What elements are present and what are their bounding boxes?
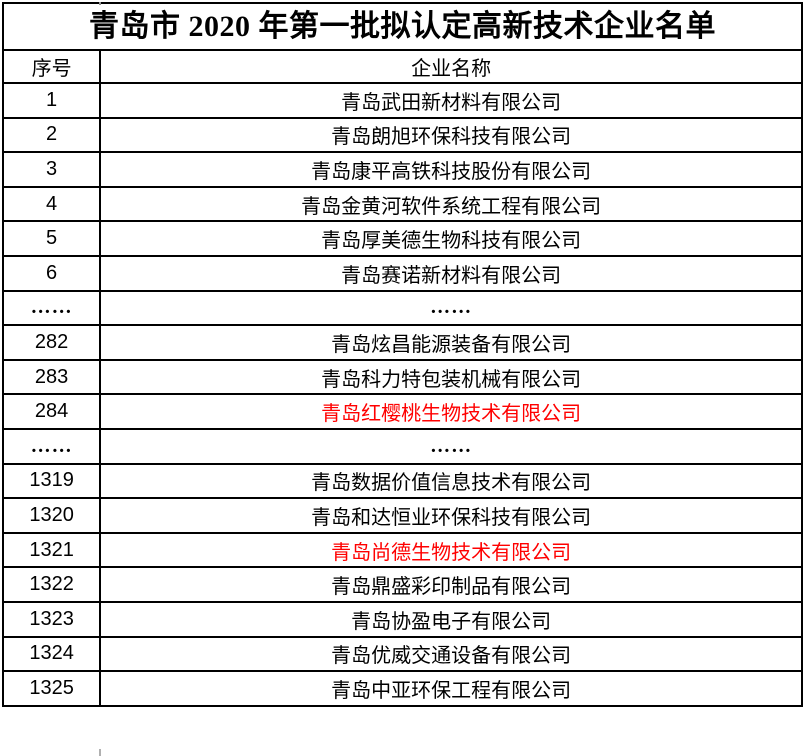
row-seq-cell: 284 — [1, 393, 102, 430]
row-seq-cell: 1325 — [1, 670, 102, 707]
row-company-name-cell: 青岛中亚环保工程有限公司 — [99, 670, 803, 707]
header-row: 序号 企业名称 — [1, 49, 803, 84]
table-row: 282 青岛炫昌能源装备有限公司 — [1, 324, 803, 361]
table-row: 1323 青岛协盈电子有限公司 — [1, 600, 803, 638]
row-company-name-cell: 青岛数据价值信息技术有限公司 — [99, 462, 803, 500]
row-seq-cell: 1324 — [1, 635, 102, 673]
table-row: 284 青岛红樱桃生物技术有限公司 — [1, 393, 803, 430]
row-seq-cell: …… — [1, 427, 102, 465]
row-company-name-cell: 青岛科力特包装机械有限公司 — [99, 358, 803, 396]
row-company-name-cell: 青岛红樱桃生物技术有限公司 — [99, 393, 803, 430]
row-company-name-cell: 青岛康平高铁科技股份有限公司 — [99, 151, 803, 188]
table-row: 283 青岛科力特包装机械有限公司 — [1, 358, 803, 396]
row-seq-cell: 4 — [1, 185, 102, 223]
row-seq-cell: 2 — [1, 116, 102, 154]
table-row: 3 青岛康平高铁科技股份有限公司 — [1, 151, 803, 188]
row-company-name-cell: 青岛赛诺新材料有限公司 — [99, 254, 803, 292]
row-company-name-cell: 青岛尚德生物技术有限公司 — [99, 531, 803, 569]
row-company-name-cell: 青岛朗旭环保科技有限公司 — [99, 116, 803, 154]
row-seq-cell: 1323 — [1, 600, 102, 638]
crop-gridline-tick-bottom — [99, 749, 101, 756]
row-seq-cell: …… — [1, 289, 102, 327]
row-company-name-cell: 青岛金黄河软件系统工程有限公司 — [99, 185, 803, 223]
table-row: 1324 青岛优威交通设备有限公司 — [1, 635, 803, 673]
row-seq-cell: 1319 — [1, 462, 102, 500]
row-seq-cell: 5 — [1, 220, 102, 257]
table-row: 1325 青岛中亚环保工程有限公司 — [1, 670, 803, 707]
ellipsis-row: …… …… — [1, 289, 803, 327]
row-seq-cell: 282 — [1, 324, 102, 361]
row-company-name-cell: …… — [99, 289, 803, 327]
hightech-enterprise-table: 青岛市 2020 年第一批拟认定高新技术企业名单 序号 企业名称 1 青岛武田新… — [1, 2, 803, 707]
row-seq-cell: 283 — [1, 358, 102, 396]
row-seq-cell: 6 — [1, 254, 102, 292]
table-row: 2 青岛朗旭环保科技有限公司 — [1, 116, 803, 154]
row-company-name-cell: 青岛厚美德生物科技有限公司 — [99, 220, 803, 257]
row-company-name-cell: 青岛优威交通设备有限公司 — [99, 635, 803, 673]
document-title: 青岛市 2020 年第一批拟认定高新技术企业名单 — [2, 2, 803, 51]
row-seq-cell: 1322 — [1, 566, 102, 603]
table-row: 5 青岛厚美德生物科技有限公司 — [1, 220, 803, 257]
row-seq-cell: 1321 — [1, 531, 102, 569]
row-seq-cell: 3 — [1, 151, 102, 188]
table-row: 1320 青岛和达恒业环保科技有限公司 — [1, 497, 803, 534]
table-row: 4 青岛金黄河软件系统工程有限公司 — [1, 185, 803, 223]
crop-gridline-tick-top — [99, 2, 101, 5]
table-row: 1322 青岛鼎盛彩印制品有限公司 — [1, 566, 803, 603]
table-row: 1 青岛武田新材料有限公司 — [1, 82, 803, 119]
table-row: 1319 青岛数据价值信息技术有限公司 — [1, 462, 803, 500]
ellipsis-row: …… …… — [1, 427, 803, 465]
row-company-name-cell: 青岛武田新材料有限公司 — [99, 82, 803, 119]
row-company-name-cell: …… — [99, 427, 803, 465]
column-header-seq: 序号 — [1, 49, 102, 84]
row-company-name-cell: 青岛协盈电子有限公司 — [99, 600, 803, 638]
row-seq-cell: 1 — [1, 82, 102, 119]
table-row: 6 青岛赛诺新材料有限公司 — [1, 254, 803, 292]
title-row: 青岛市 2020 年第一批拟认定高新技术企业名单 — [2, 2, 803, 51]
table-row: 1321 青岛尚德生物技术有限公司 — [1, 531, 803, 569]
column-header-name: 企业名称 — [99, 49, 803, 84]
row-company-name-cell: 青岛和达恒业环保科技有限公司 — [99, 497, 803, 534]
row-seq-cell: 1320 — [1, 497, 102, 534]
row-company-name-cell: 青岛鼎盛彩印制品有限公司 — [99, 566, 803, 603]
row-company-name-cell: 青岛炫昌能源装备有限公司 — [99, 324, 803, 361]
